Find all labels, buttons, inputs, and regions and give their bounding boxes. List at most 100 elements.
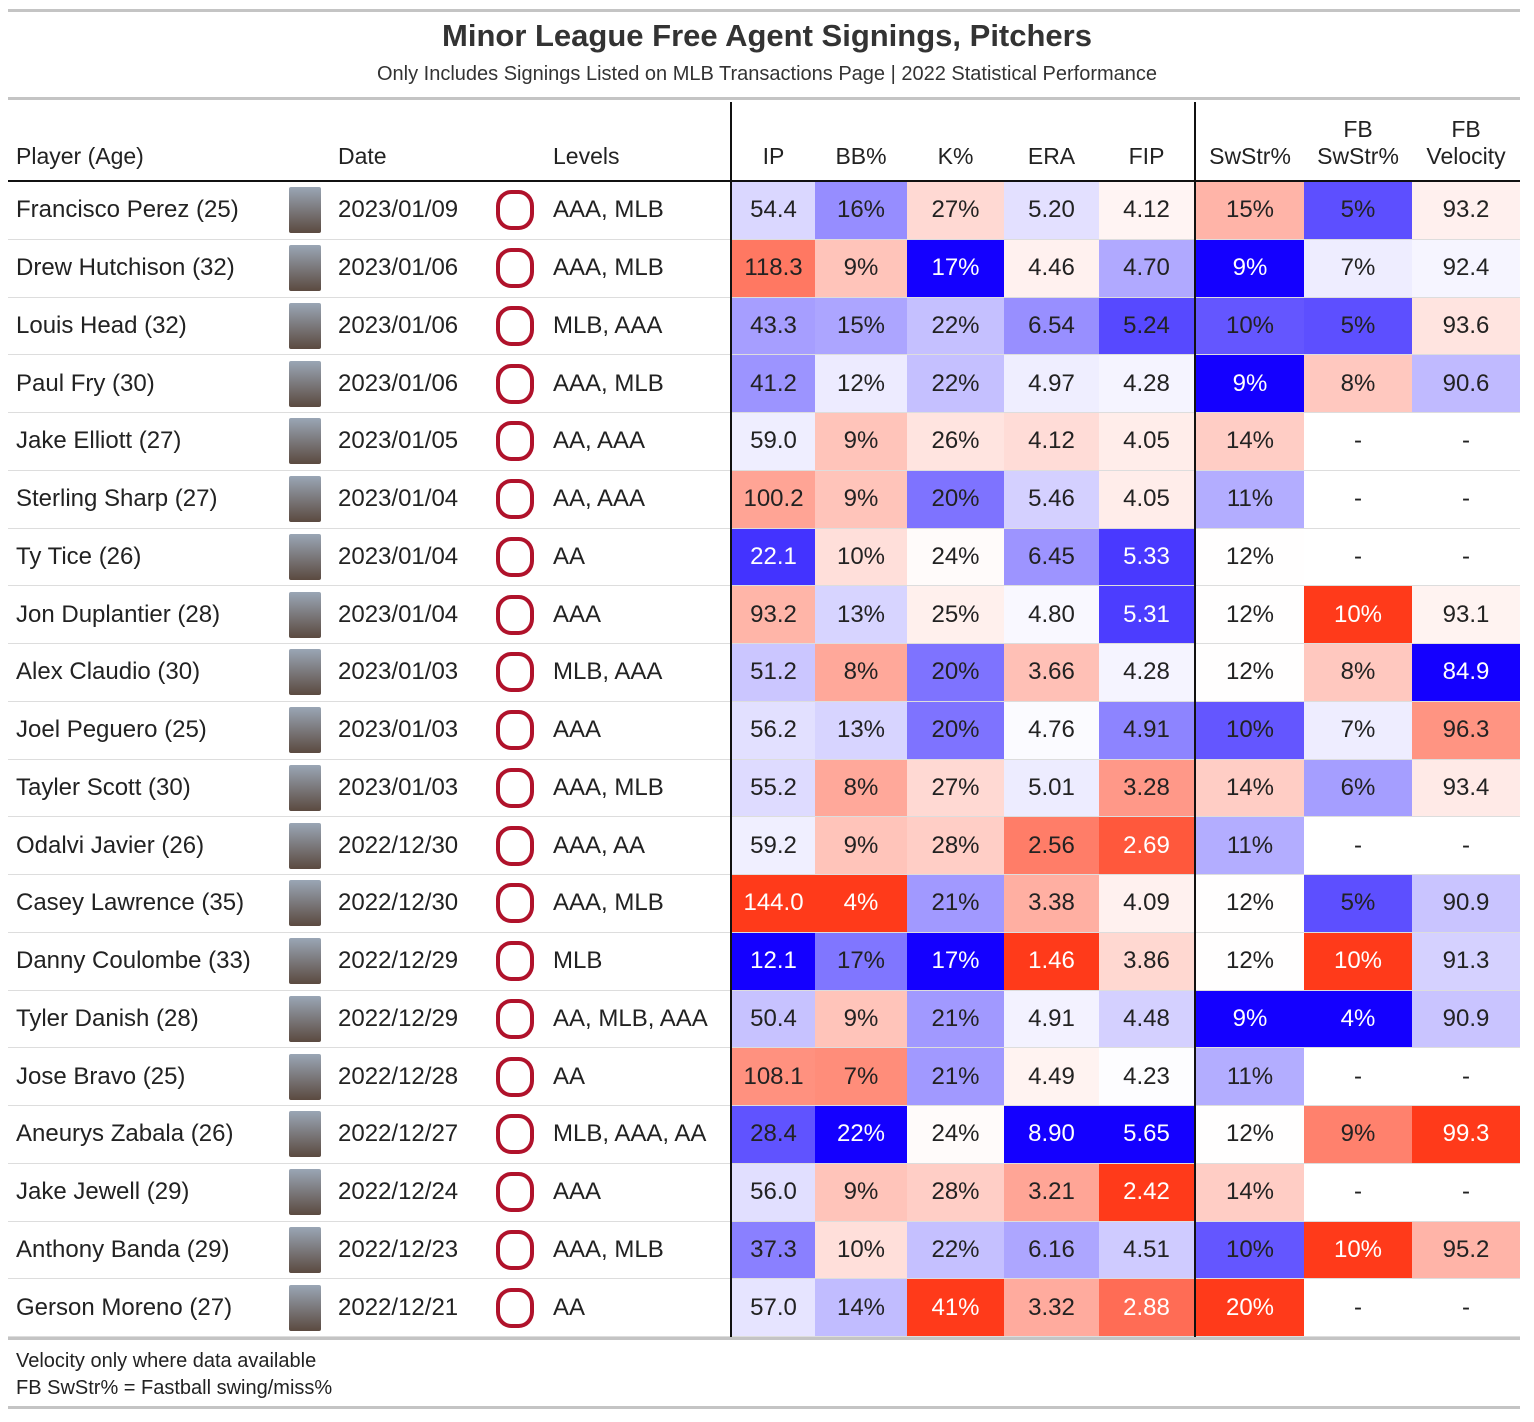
stat-cell: - (1412, 470, 1521, 529)
stat-cell: 4.80 (1004, 585, 1100, 644)
logo-cell (485, 297, 546, 356)
team-logo (496, 767, 535, 808)
stat-cell: 5.24 (1099, 297, 1196, 356)
stat-cell: 27% (907, 181, 1005, 240)
date: 2023/01/03 (330, 759, 486, 818)
footer: Velocity only where data available FB SwS… (16, 1348, 332, 1402)
column-header: FB SwStr% (1304, 102, 1413, 182)
levels: AA, AAA (545, 470, 732, 529)
stat-cell: 2.69 (1099, 816, 1196, 875)
photo-cell (280, 585, 331, 644)
column-header-text: Player (Age) (16, 143, 144, 169)
stat-cell: - (1304, 1047, 1413, 1106)
logo-cell (485, 470, 546, 529)
player: Sterling Sharp (27) (8, 470, 280, 529)
photo-cell (280, 1221, 331, 1280)
date: 2022/12/27 (330, 1105, 486, 1164)
stat-cell: 4.51 (1099, 1221, 1196, 1280)
logo-cell (485, 585, 546, 644)
logo-cell (485, 701, 546, 760)
stat-cell: - (1412, 528, 1521, 587)
stat-cell: 15% (1194, 181, 1305, 240)
stat-cell: - (1412, 1278, 1521, 1337)
stat-cell: 92.4 (1412, 239, 1521, 298)
stat-cell: 10% (1304, 932, 1413, 991)
stat-cell: 4% (815, 874, 908, 933)
footnote: Velocity only where data available (16, 1350, 317, 1372)
footer-rule (8, 1337, 1520, 1340)
stat-cell: 90.6 (1412, 354, 1521, 413)
row: Ty Tice (26) 2023/01/04 AA 22.1 10% 24% 6.45 5.… (8, 528, 1521, 587)
stat-cell: - (1412, 1047, 1521, 1106)
player-photo (289, 707, 321, 754)
stat-cell: - (1304, 816, 1413, 875)
photo-cell (280, 354, 331, 413)
team-logo (496, 1114, 535, 1155)
team-logo (496, 1229, 535, 1270)
team-logo (496, 363, 535, 404)
stat-cell: 5.20 (1004, 181, 1100, 240)
stat-cell: 12% (815, 354, 908, 413)
levels: MLB, AAA (545, 297, 732, 356)
stat-cell: 4% (1304, 990, 1413, 1049)
stat-cell: 93.2 (730, 585, 816, 644)
stat-cell: 54.4 (730, 181, 816, 240)
stat-cell: 4.70 (1099, 239, 1196, 298)
stat-cell: 3.66 (1004, 643, 1100, 702)
stat-cell: 9% (815, 412, 908, 471)
stat-cell: 2.42 (1099, 1163, 1196, 1222)
stat-cell: 20% (907, 643, 1005, 702)
stat-cell: 4.28 (1099, 643, 1196, 702)
stat-cell: 7% (1304, 701, 1413, 760)
column-header-text: FIP (1128, 143, 1165, 169)
stat-cell: 4.12 (1099, 181, 1196, 240)
stat-cell: 4.09 (1099, 874, 1196, 933)
stat-cell: 3.32 (1004, 1278, 1100, 1337)
levels: MLB, AAA, AA (545, 1105, 732, 1164)
player-photo (289, 995, 321, 1042)
stat-cell: 99.3 (1412, 1105, 1521, 1164)
stat-cell: 55.2 (730, 759, 816, 818)
player-photo (289, 764, 321, 811)
stat-cell: 14% (1194, 759, 1305, 818)
logo-cell (485, 759, 546, 818)
stat-cell: - (1412, 412, 1521, 471)
date: 2022/12/30 (330, 874, 486, 933)
stat-cell: 56.2 (730, 701, 816, 760)
stat-cell: 1.46 (1004, 932, 1100, 991)
photo-cell (280, 816, 331, 875)
date: 2023/01/04 (330, 585, 486, 644)
photo-cell (280, 1278, 331, 1337)
stat-cell: 96.3 (1412, 701, 1521, 760)
logo-cell (485, 1221, 546, 1280)
logo-cell (485, 932, 546, 991)
date: 2022/12/24 (330, 1163, 486, 1222)
player-photo (289, 591, 321, 638)
levels: AA, AAA (545, 412, 732, 471)
player-photo (289, 302, 321, 349)
stat-cell: - (1304, 1163, 1413, 1222)
photo-cell (280, 181, 331, 240)
stat-cell: 9% (815, 470, 908, 529)
stat-cell: 84.9 (1412, 643, 1521, 702)
photo-cell (280, 1105, 331, 1164)
date: 2022/12/29 (330, 932, 486, 991)
player-photo (289, 418, 321, 465)
stat-cell: 10% (815, 528, 908, 587)
stat-cell: 5.31 (1099, 585, 1196, 644)
row: Jose Bravo (25) 2022/12/28 AA 108.1 7% 21% 4.4… (8, 1047, 1521, 1106)
date: 2023/01/04 (330, 528, 486, 587)
logo-cell (485, 1278, 546, 1337)
levels: AAA, MLB (545, 354, 732, 413)
stat-cell: 3.28 (1099, 759, 1196, 818)
stat-cell: 24% (907, 528, 1005, 587)
stat-cell: 8% (815, 643, 908, 702)
stat-cell: 22% (907, 297, 1005, 356)
team-logo (496, 190, 535, 231)
stat-cell: - (1304, 470, 1413, 529)
stat-cell: 4.91 (1099, 701, 1196, 760)
logo-cell (485, 528, 546, 587)
player: Louis Head (32) (8, 297, 280, 356)
stat-cell: 20% (907, 701, 1005, 760)
